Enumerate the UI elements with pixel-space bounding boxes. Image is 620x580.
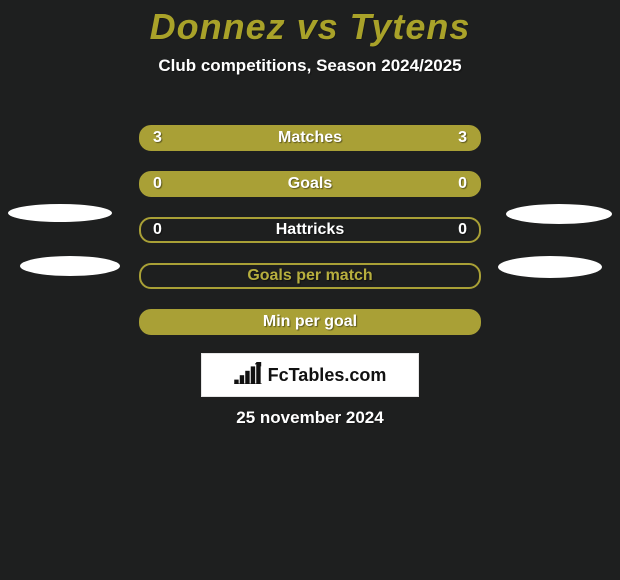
stat-right-value: 0 [458, 175, 467, 193]
stat-label: Matches [141, 129, 479, 147]
stat-row: Min per goal [139, 309, 481, 335]
page-subtitle: Club competitions, Season 2024/2025 [0, 56, 620, 76]
stat-label: Hattricks [141, 221, 479, 239]
stat-label: Goals per match [141, 267, 479, 285]
avatar-ellipse [8, 204, 112, 222]
stat-left-value: 3 [153, 129, 162, 147]
stat-right-value: 3 [458, 129, 467, 147]
watermark-text: FcTables.com [268, 365, 387, 386]
avatar-ellipse [498, 256, 602, 278]
stat-right-value: 0 [458, 221, 467, 239]
stat-row: 0Goals0 [139, 171, 481, 197]
watermark: FcTables.com [201, 353, 419, 397]
page-title: Donnez vs Tytens [0, 0, 620, 48]
stat-label: Goals [141, 175, 479, 193]
stat-left-value: 0 [153, 221, 162, 239]
avatar-ellipse [506, 204, 612, 224]
stat-row: 3Matches3 [139, 125, 481, 151]
timestamp: 25 november 2024 [0, 408, 620, 428]
stage: Donnez vs Tytens Club competitions, Seas… [0, 0, 620, 580]
stat-label: Min per goal [141, 313, 479, 331]
stat-rows: 3Matches30Goals00Hattricks0Goals per mat… [139, 125, 481, 355]
stat-row: 0Hattricks0 [139, 217, 481, 243]
barchart-icon [234, 362, 262, 389]
avatar-ellipse [20, 256, 120, 276]
stat-row: Goals per match [139, 263, 481, 289]
stat-left-value: 0 [153, 175, 162, 193]
